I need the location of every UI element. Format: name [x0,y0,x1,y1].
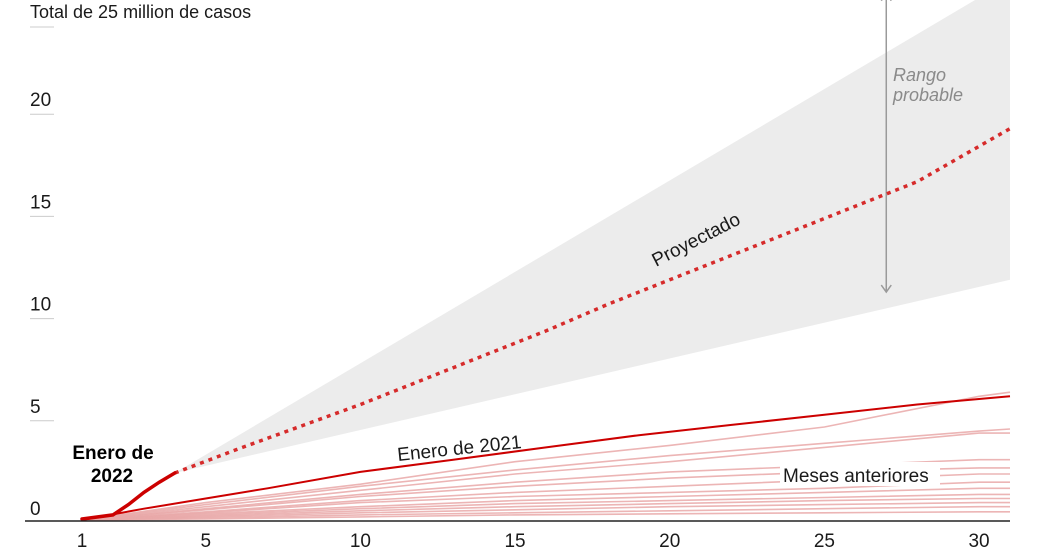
y-tick-label: 15 [30,192,51,213]
main-series-layer [80,127,1011,521]
jan-2021-label: Enero de 2021 [396,432,522,466]
x-tick-label: 25 [814,531,835,550]
jan-2022-line [80,471,177,521]
y-tick-label: 20 [30,90,51,111]
range-arrow-head-bottom [880,284,892,294]
previous-month-line [81,467,1010,521]
previous-months-label: Meses anteriores [783,466,929,487]
previous-month-line [81,501,1010,521]
range-label: Rango probable [892,65,963,105]
previous-month-line [81,493,1010,521]
previous-month-line [81,458,1010,521]
current-month-label-line2: 2022 [91,466,133,487]
previous-month-line [81,487,1010,521]
current-month-label-line1: Enero de [72,443,153,464]
previous-months-label-bg [780,462,940,486]
previous-month-line [81,428,1011,521]
y-tick-label: 5 [30,397,41,418]
previous-month-line [81,481,1010,521]
x-tick-label: 30 [968,531,989,550]
previous-month-line [81,505,1010,521]
x-tick-label: 1 [77,531,88,550]
chart-title: Total de 25 million de casos [30,2,251,22]
y-tick-label: 10 [30,295,51,316]
likely-range-band [174,0,1010,473]
current-month-label: Enero de 2022 [72,443,153,487]
previous-month-line [81,432,1010,521]
likely-range-band-layer [174,0,1010,473]
x-tick-label: 5 [200,531,211,550]
x-tick-label: 10 [350,531,371,550]
jan-2021-line [81,395,1011,521]
x-tick-label: 20 [659,531,680,550]
previous-month-line [81,497,1010,521]
previous-month-line [81,511,1010,521]
previous-month-line [81,473,1010,521]
range-label-line1: Rango [893,65,946,85]
previous-months-layer [81,391,1011,521]
range-label-line2: probable [892,85,963,105]
x-tick-label: 15 [504,531,525,550]
y-tick-label: 0 [30,499,41,520]
